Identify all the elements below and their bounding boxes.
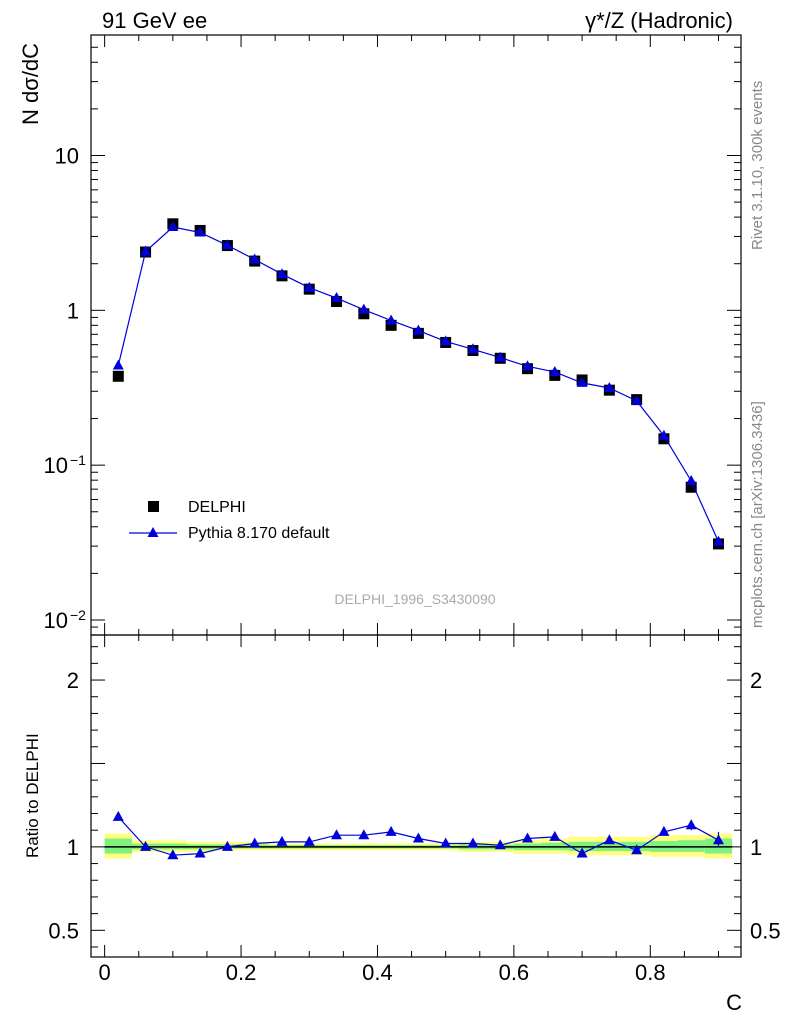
main-y-axis-label: N dσ/dC (18, 43, 43, 125)
legend-data-label: DELPHI (188, 499, 246, 516)
ratio-band-inner (677, 840, 705, 852)
legend-mc-label: Pythia 8.170 default (188, 525, 330, 542)
ratio-point-triangle (549, 830, 561, 841)
ratio-point-triangle (467, 837, 479, 848)
ratio-point-triangle (576, 847, 588, 858)
legend-data-marker (148, 501, 159, 512)
ratio-point-triangle (331, 829, 343, 840)
x-tick-label: 0.2 (226, 960, 257, 985)
mc-point-triangle (167, 221, 179, 232)
header-right-label: γ*/Z (Hadronic) (585, 8, 733, 33)
ratio-series-marks (112, 810, 724, 860)
data-point-square (358, 308, 370, 320)
ratio-point-triangle (494, 839, 506, 850)
ratio-y-tick-label: 0.5 (48, 918, 79, 943)
ratio-y-tick-label-right: 2 (750, 668, 762, 693)
mc-point-triangle (658, 429, 670, 440)
legend: DELPHI Pythia 8.170 default (129, 499, 330, 542)
data-point-square (112, 370, 124, 382)
analysis-id-label: DELPHI_1996_S3430090 (334, 591, 495, 607)
ratio-point-triangle (685, 819, 697, 830)
data-point-square (685, 481, 697, 493)
mc-point-triangle (603, 382, 615, 393)
mc-point-triangle (631, 394, 643, 405)
mc-point-triangle (712, 535, 724, 546)
ratio-band-inner (104, 838, 132, 854)
mc-point-triangle (412, 324, 424, 335)
main-y-tick-label: 1 (67, 298, 79, 323)
mc-point-triangle (358, 303, 370, 314)
ratio-point-triangle (276, 835, 288, 846)
x-axis-label: C (726, 990, 742, 1015)
mc-point-triangle (522, 360, 534, 371)
mc-point-triangle (685, 475, 697, 486)
ratio-point-triangle (112, 810, 124, 821)
x-tick-label: 0 (99, 960, 111, 985)
ratio-point-triangle (385, 825, 397, 836)
mcplots-source-text: mcplots.cern.ch [arXiv:1306.3436] (749, 401, 766, 628)
ratio-point-triangle (194, 847, 206, 858)
rivet-version-text: Rivet 3.1.10, 300k events (749, 81, 766, 250)
data-point-square (385, 319, 397, 331)
ratio-plot-frame (90, 634, 742, 958)
mc-point-triangle (549, 365, 561, 376)
mc-point-triangle (221, 239, 233, 250)
ratio-y-tick-label: 2 (67, 668, 79, 693)
legend-mc-marker (147, 527, 159, 537)
mc-series-line (117, 226, 720, 543)
ratio-point-triangle (712, 834, 724, 845)
mc-point-triangle (494, 351, 506, 362)
mc-point-triangle (467, 343, 479, 354)
mc-point-triangle (576, 376, 588, 387)
main-y-tick-exponent: −1 (70, 452, 86, 468)
ratio-y-tick-label-right: 0.5 (750, 918, 781, 943)
ratio-y-tick-label: 1 (67, 835, 79, 860)
main-y-tick-exponent: −2 (70, 607, 86, 623)
mc-point-triangle (331, 292, 343, 303)
x-tick-label: 0.8 (635, 960, 666, 985)
mc-point-triangle (140, 245, 152, 256)
mc-point-triangle (303, 281, 315, 292)
header-left-label: 91 GeV ee (102, 8, 207, 33)
ratio-point-triangle (522, 832, 534, 843)
ratio-point-triangle (412, 832, 424, 843)
ratio-point-triangle (221, 840, 233, 851)
mc-point-triangle (276, 268, 288, 279)
ratio-point-triangle (249, 837, 261, 848)
ratio-point-triangle (167, 849, 179, 860)
mc-point-triangle (112, 359, 124, 370)
mc-point-triangle (194, 226, 206, 237)
ratio-point-triangle (140, 840, 152, 851)
mc-point-triangle (249, 253, 261, 264)
ratio-frame-border (90, 634, 742, 958)
main-y-tick-label: 10 (44, 453, 68, 478)
main-y-tick-label: 10 (44, 608, 68, 633)
ratio-y-tick-label-right: 1 (750, 835, 762, 860)
ratio-point-triangle (603, 834, 615, 845)
ratio-point-triangle (440, 837, 452, 848)
ratio-point-triangle (358, 829, 370, 840)
ratio-point-triangle (658, 825, 670, 836)
ratio-y-axis-label: Ratio to DELPHI (23, 733, 42, 858)
ratio-point-triangle (631, 844, 643, 855)
mc-point-triangle (440, 335, 452, 346)
main-series-marks (112, 218, 724, 550)
ratio-point-triangle (303, 835, 315, 846)
main-y-tick-label: 10 (55, 143, 79, 168)
x-tick-label: 0.6 (499, 960, 530, 985)
mc-point-triangle (385, 314, 397, 325)
x-tick-label: 0.4 (362, 960, 393, 985)
